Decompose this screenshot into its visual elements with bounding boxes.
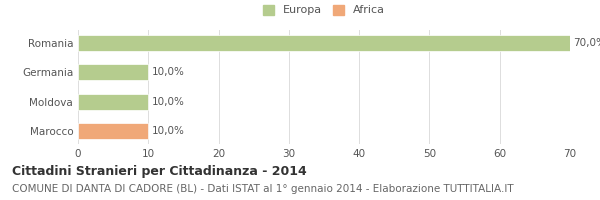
Bar (78, 64, 148, 80)
Text: 10,0%: 10,0% (152, 97, 185, 107)
Text: 10,0%: 10,0% (152, 126, 185, 136)
Text: 70,0%: 70,0% (574, 38, 600, 48)
Text: Cittadini Stranieri per Cittadinanza - 2014: Cittadini Stranieri per Cittadinanza - 2… (12, 165, 307, 178)
Legend: Europa, Africa: Europa, Africa (260, 1, 388, 19)
Bar (78, 123, 148, 139)
Bar (78, 35, 570, 51)
Text: COMUNE DI DANTA DI CADORE (BL) - Dati ISTAT al 1° gennaio 2014 - Elaborazione TU: COMUNE DI DANTA DI CADORE (BL) - Dati IS… (12, 184, 514, 194)
Text: 10,0%: 10,0% (152, 67, 185, 77)
Bar (78, 94, 148, 110)
